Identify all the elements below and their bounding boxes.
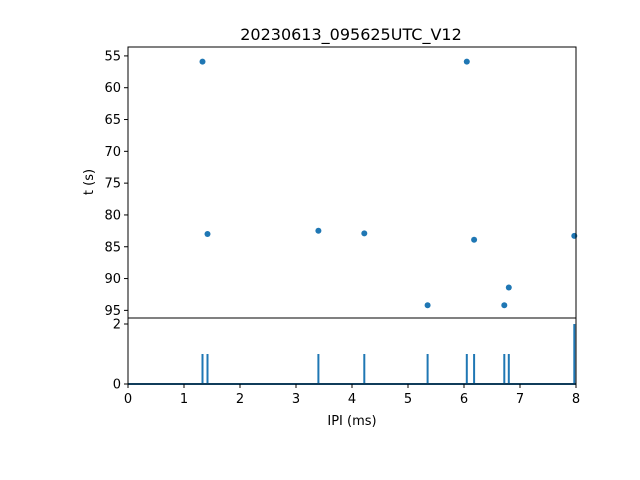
x-tick-label: 6 xyxy=(460,392,468,407)
y-tick-label: 95 xyxy=(104,304,121,319)
x-tick-label: 2 xyxy=(236,392,244,407)
y-tick-label: 60 xyxy=(104,81,121,96)
scatter-axes-frame xyxy=(127,46,577,319)
scatter-point xyxy=(501,302,508,309)
x-tick-label: 7 xyxy=(516,392,524,407)
x-axis-label: IPI (ms) xyxy=(327,414,376,429)
y-tick-label: 80 xyxy=(104,208,121,223)
scatter-point xyxy=(463,58,470,65)
y-axis-ticks: 55 60 65 70 75 80 85 90 95 xyxy=(104,49,128,319)
x-tick-label: 4 xyxy=(348,392,356,407)
x-axis-ticks: 0 1 2 3 4 5 6 7 8 xyxy=(124,384,580,407)
y-tick-label-bottom: 0 xyxy=(113,378,121,393)
y-axis-ticks-bottom: 02 xyxy=(113,318,128,393)
scatter-point xyxy=(199,58,206,65)
scatter-point xyxy=(361,230,368,237)
x-tick-label: 3 xyxy=(292,392,300,407)
y-tick-label: 85 xyxy=(104,240,121,255)
y-tick-label: 90 xyxy=(104,272,121,287)
scatter-point xyxy=(204,231,211,237)
y-axis-label: t (s) xyxy=(82,169,97,195)
scatter-panel: 55 60 65 70 75 80 85 90 95 t (s) xyxy=(82,46,578,319)
y-tick-label: 55 xyxy=(104,49,121,64)
x-tick-label: 8 xyxy=(572,392,580,407)
y-tick-label: 75 xyxy=(104,177,121,192)
y-tick-label-bottom: 2 xyxy=(113,318,121,333)
histogram-axes-frame xyxy=(127,317,577,385)
chart-title: 20230613_095625UTC_V12 xyxy=(240,25,462,45)
y-tick-label: 65 xyxy=(104,113,121,128)
scatter-point xyxy=(424,302,431,309)
x-tick-label: 1 xyxy=(180,392,188,407)
scatter-point xyxy=(315,227,322,234)
scatter-point xyxy=(505,284,512,291)
scatter-points xyxy=(199,58,578,309)
x-tick-label: 0 xyxy=(124,392,132,407)
scatter-point xyxy=(471,236,478,243)
y-tick-label: 70 xyxy=(104,145,121,160)
x-tick-label: 5 xyxy=(404,392,412,407)
ipi-spikes xyxy=(128,324,576,385)
